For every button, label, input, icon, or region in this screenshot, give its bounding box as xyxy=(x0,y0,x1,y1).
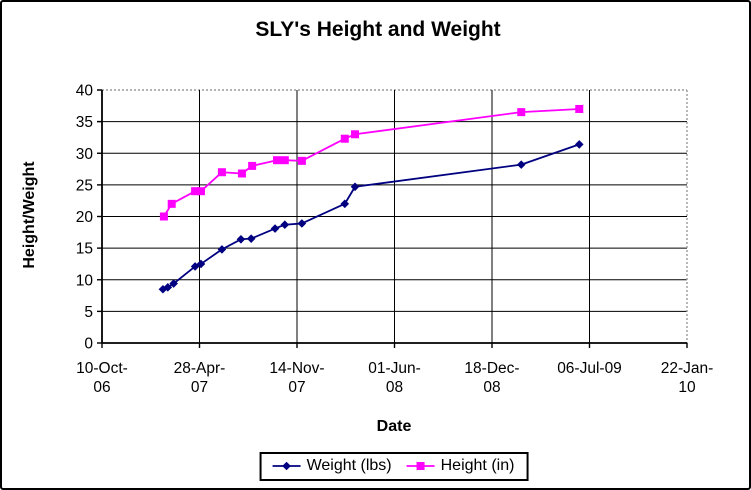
svg-text:25: 25 xyxy=(76,177,93,194)
svg-text:14-Nov-07: 14-Nov-07 xyxy=(269,360,324,396)
svg-text:30: 30 xyxy=(76,146,94,163)
legend-label-weight: Weight (lbs) xyxy=(306,457,392,474)
chart-title: SLY's Height and Weight xyxy=(255,18,501,41)
svg-text:10-Oct-06: 10-Oct-06 xyxy=(76,360,128,396)
height-series-line-square-icon xyxy=(406,462,435,470)
svg-text:40: 40 xyxy=(76,83,94,100)
svg-text:28-Apr-07: 28-Apr-07 xyxy=(174,360,226,396)
legend-label-height: Height (in) xyxy=(440,457,515,474)
svg-text:0: 0 xyxy=(84,336,93,353)
svg-text:20: 20 xyxy=(76,209,94,226)
svg-text:35: 35 xyxy=(76,114,93,131)
legend-item-height: Height (in) xyxy=(406,457,515,475)
svg-text:18-Dec-08: 18-Dec-08 xyxy=(464,360,519,396)
svg-text:22-Jan-10: 22-Jan-10 xyxy=(661,360,714,396)
svg-text:15: 15 xyxy=(76,241,93,258)
legend: Weight (lbs) Height (in) xyxy=(259,452,529,481)
svg-text:06-Jul-09: 06-Jul-09 xyxy=(557,360,622,377)
svg-text:5: 5 xyxy=(84,304,93,321)
svg-text:01-Jun-08: 01-Jun-08 xyxy=(368,360,421,396)
weight-series-line-diamond-icon xyxy=(272,461,301,471)
svg-text:10: 10 xyxy=(76,272,94,289)
legend-item-weight: Weight (lbs) xyxy=(272,457,392,475)
x-axis-title: Date xyxy=(376,418,412,435)
